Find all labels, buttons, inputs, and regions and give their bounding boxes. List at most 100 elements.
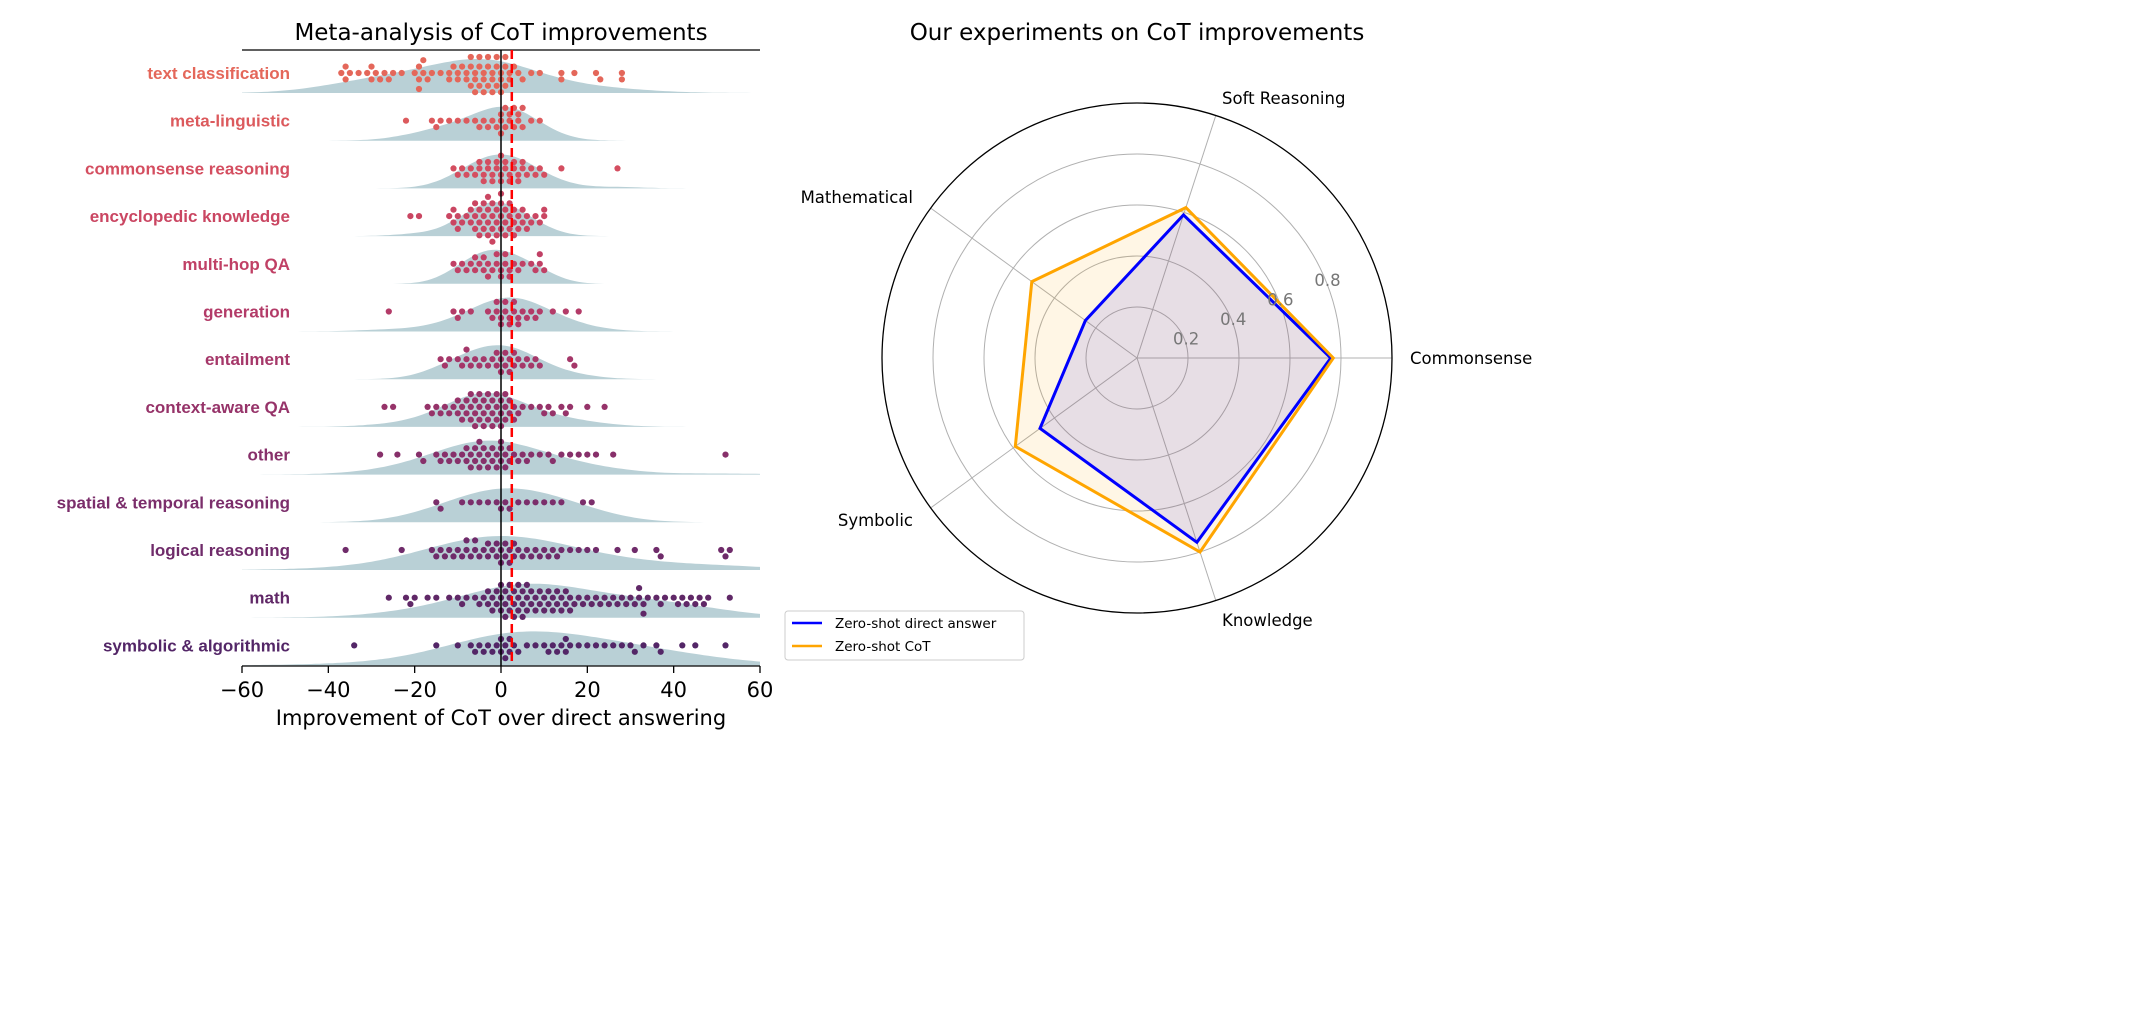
data-point	[390, 69, 397, 77]
data-point	[463, 397, 470, 404]
data-point	[588, 499, 595, 506]
data-point	[454, 642, 461, 649]
x-tick-label: 20	[574, 678, 601, 702]
data-point	[536, 165, 543, 172]
data-point	[467, 82, 474, 89]
radial-tick-label: 0.4	[1220, 310, 1246, 329]
data-point	[467, 553, 474, 560]
data-point	[532, 171, 539, 178]
data-point	[515, 213, 522, 220]
data-point	[437, 546, 444, 554]
data-point	[467, 308, 474, 315]
category-row: encyclopedic knowledge	[90, 190, 760, 245]
data-point	[519, 553, 526, 560]
data-point	[385, 308, 392, 315]
data-point	[394, 451, 401, 458]
data-point	[385, 594, 392, 601]
data-point	[558, 607, 565, 614]
data-point	[515, 321, 522, 328]
data-point	[342, 63, 349, 70]
data-point	[484, 403, 492, 410]
series-fill	[1015, 207, 1334, 552]
data-point	[463, 594, 470, 601]
data-point	[502, 53, 509, 61]
data-point	[618, 69, 626, 77]
data-point	[472, 117, 479, 124]
data-point	[523, 607, 531, 614]
data-point	[536, 588, 543, 595]
data-point	[515, 499, 522, 506]
data-point	[489, 178, 496, 185]
data-point	[528, 362, 535, 369]
data-point	[463, 267, 470, 274]
data-point	[592, 69, 600, 77]
data-point	[472, 594, 479, 601]
legend-label-cot: Zero-shot CoT	[835, 639, 931, 655]
data-point	[415, 85, 423, 93]
data-point	[692, 642, 699, 649]
data-point	[554, 588, 561, 595]
data-point	[454, 267, 461, 274]
data-point	[459, 451, 466, 458]
data-point	[467, 464, 474, 471]
data-point	[480, 410, 487, 417]
data-point	[679, 642, 686, 649]
data-point	[528, 601, 535, 608]
data-point	[484, 193, 492, 200]
data-point	[480, 178, 487, 185]
axis-spoke	[930, 207, 1138, 359]
data-point	[523, 499, 531, 506]
data-point	[454, 457, 461, 465]
data-point	[506, 225, 513, 232]
data-point	[493, 588, 500, 595]
data-point	[541, 607, 548, 614]
data-point	[484, 82, 492, 89]
data-point	[523, 457, 531, 465]
data-point	[433, 451, 440, 458]
data-point	[480, 445, 487, 452]
data-point	[433, 499, 440, 506]
data-point	[502, 251, 509, 258]
data-point	[502, 416, 509, 423]
data-point	[640, 642, 647, 649]
data-point	[450, 206, 457, 213]
data-point	[415, 451, 423, 458]
data-point	[437, 356, 444, 363]
data-point	[450, 403, 457, 410]
x-tick-label: 60	[747, 678, 774, 702]
data-point	[618, 642, 626, 649]
data-point	[437, 457, 444, 465]
data-point	[610, 451, 617, 458]
data-point	[502, 165, 509, 172]
category-row: context-aware QA	[145, 391, 760, 430]
data-point	[653, 642, 660, 649]
data-point	[484, 553, 492, 560]
data-point	[437, 505, 444, 512]
data-point	[567, 356, 574, 363]
data-point	[584, 403, 591, 410]
data-point	[493, 53, 500, 61]
data-point	[541, 642, 548, 649]
data-point	[489, 267, 496, 274]
data-point	[515, 314, 522, 321]
data-point	[554, 553, 561, 560]
data-point	[519, 362, 526, 369]
data-point	[627, 594, 634, 601]
data-point	[536, 403, 543, 410]
data-point	[484, 601, 492, 608]
category-row: entailment	[205, 345, 760, 380]
data-point	[614, 165, 621, 172]
axis-spoke	[1136, 357, 1217, 601]
data-point	[502, 104, 509, 111]
data-point	[459, 601, 466, 608]
data-point	[532, 546, 539, 554]
data-point	[463, 445, 470, 452]
data-point	[467, 165, 474, 172]
data-point	[489, 76, 496, 83]
data-point	[528, 451, 535, 458]
data-point	[433, 553, 440, 560]
data-point	[476, 206, 483, 213]
data-point	[489, 89, 496, 96]
data-point	[493, 540, 500, 547]
data-point	[528, 165, 535, 172]
